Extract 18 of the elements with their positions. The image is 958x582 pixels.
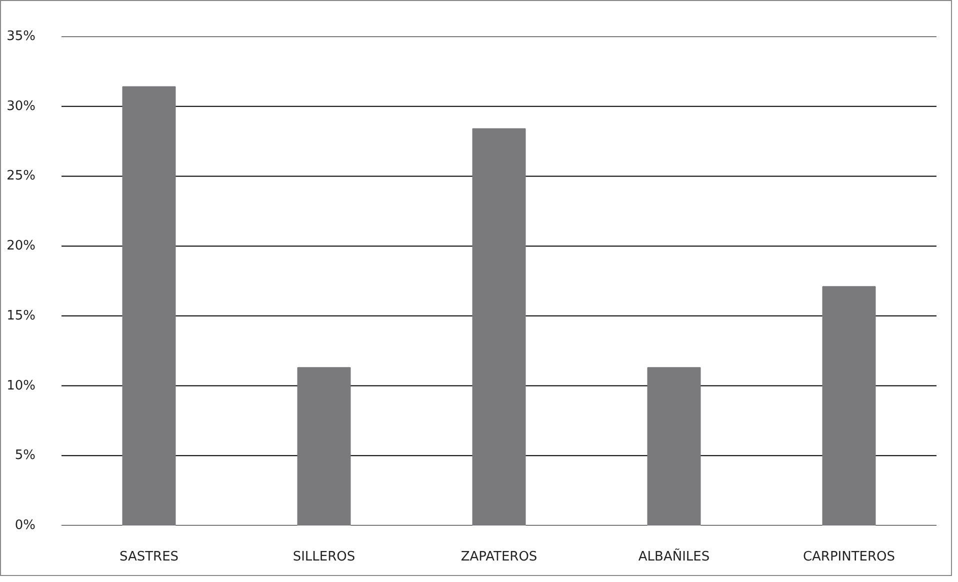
y-tick-label: 30% <box>6 98 36 114</box>
x-tick-label: CARPINTEROS <box>802 550 896 564</box>
y-tick-label: 20% <box>6 238 36 254</box>
bar <box>472 128 526 526</box>
bar <box>647 367 701 526</box>
y-tick-label: 0% <box>14 518 36 533</box>
y-tick-label: 15% <box>6 308 36 324</box>
bar <box>822 286 876 526</box>
x-tick-label: SASTRES <box>119 550 179 564</box>
bar <box>122 86 176 526</box>
bar <box>297 367 351 526</box>
y-tick-label: 10% <box>6 378 36 394</box>
x-tick-label: ZAPATEROS <box>460 550 538 564</box>
y-tick-label: 5% <box>14 448 36 464</box>
x-tick-label: ALBAÑILES <box>638 548 710 564</box>
y-tick-label: 25% <box>6 168 36 184</box>
y-tick-label: 35% <box>6 29 36 44</box>
x-tick-label: SILLEROS <box>292 550 356 564</box>
